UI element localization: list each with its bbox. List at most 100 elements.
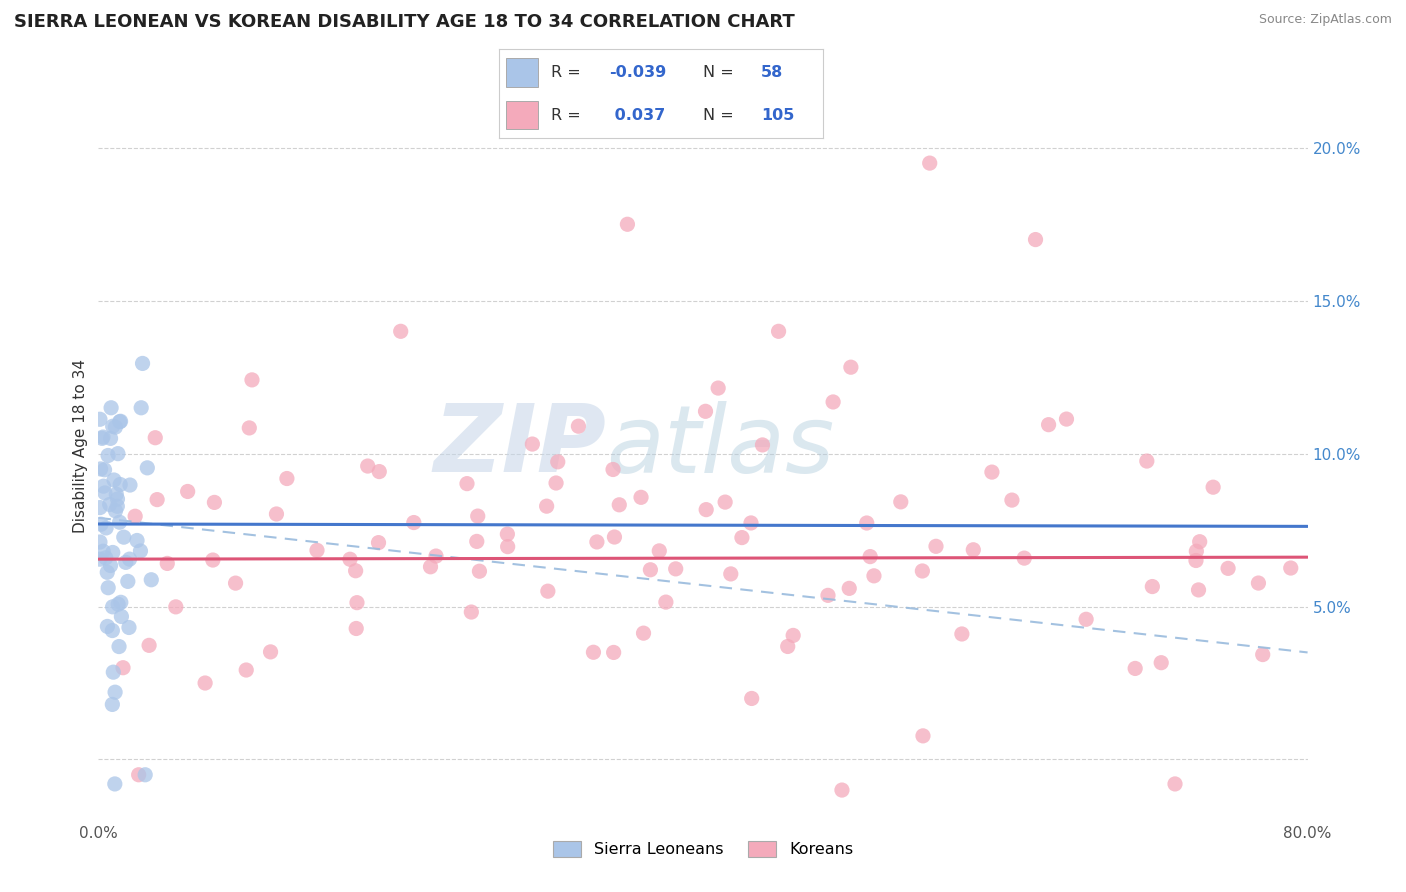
Point	[305, 543, 328, 558]
Point	[125, 533, 148, 548]
Point	[962, 542, 984, 557]
Point	[129, 544, 152, 558]
Point	[110, 595, 132, 609]
Point	[107, 447, 129, 461]
Point	[536, 499, 558, 513]
Point	[1188, 534, 1211, 549]
Point	[114, 555, 136, 569]
Point	[94, 550, 117, 565]
Point	[1123, 661, 1146, 675]
Point	[720, 566, 742, 581]
Point	[108, 515, 131, 529]
Point	[101, 545, 124, 559]
Point	[496, 527, 519, 541]
Text: atlas: atlas	[606, 401, 835, 491]
Text: 58: 58	[761, 65, 783, 79]
Point	[259, 645, 281, 659]
Point	[368, 465, 391, 479]
Point	[751, 438, 773, 452]
Point	[128, 768, 150, 782]
Point	[100, 431, 122, 445]
Point	[101, 419, 124, 434]
Point	[1136, 454, 1159, 468]
Point	[117, 574, 139, 589]
Point	[918, 156, 941, 170]
Point	[389, 324, 412, 338]
Point	[103, 665, 125, 680]
Point	[91, 544, 114, 558]
Point	[104, 777, 127, 791]
Point	[339, 552, 361, 566]
Point	[107, 597, 129, 611]
Point	[616, 217, 638, 231]
Point	[1150, 656, 1173, 670]
Point	[176, 484, 198, 499]
Point	[630, 491, 652, 505]
Point	[537, 584, 560, 599]
Point	[134, 768, 156, 782]
Point	[129, 401, 152, 415]
Legend: Sierra Leoneans, Koreans: Sierra Leoneans, Koreans	[544, 832, 862, 865]
Point	[118, 478, 141, 492]
Point	[547, 455, 569, 469]
Point	[98, 498, 121, 512]
Point	[1012, 551, 1035, 566]
Point	[425, 549, 447, 563]
Point	[344, 622, 367, 636]
Point	[460, 605, 482, 619]
Point	[101, 599, 124, 614]
Point	[105, 500, 128, 514]
Point	[104, 685, 127, 699]
Point	[90, 517, 112, 532]
Point	[1001, 493, 1024, 508]
Point	[131, 356, 153, 370]
Point	[855, 516, 877, 530]
Point	[202, 495, 225, 509]
Point	[863, 569, 886, 583]
Point	[91, 430, 114, 444]
Point	[911, 564, 934, 578]
Point	[225, 576, 247, 591]
Point	[695, 404, 717, 418]
Text: -0.039: -0.039	[609, 65, 666, 79]
Point	[655, 595, 678, 609]
Point	[1024, 233, 1046, 247]
Point	[911, 729, 934, 743]
Point	[1185, 544, 1208, 558]
Point	[582, 645, 605, 659]
Point	[465, 534, 488, 549]
Point	[607, 498, 630, 512]
Y-axis label: Disability Age 18 to 34: Disability Age 18 to 34	[73, 359, 89, 533]
Text: ZIP: ZIP	[433, 400, 606, 492]
Point	[980, 465, 1002, 479]
Bar	[506, 101, 538, 129]
Point	[101, 624, 124, 638]
Point	[104, 504, 127, 518]
Point	[1202, 480, 1225, 494]
Point	[93, 463, 115, 477]
Point	[238, 421, 260, 435]
Point	[467, 509, 489, 524]
Point	[94, 521, 117, 535]
Point	[91, 431, 114, 445]
Point	[89, 552, 111, 566]
Point	[823, 395, 845, 409]
Text: R =: R =	[551, 108, 586, 122]
Point	[1247, 576, 1270, 591]
Point	[1279, 561, 1302, 575]
Point	[603, 530, 626, 544]
Point	[633, 626, 655, 640]
Point	[100, 558, 122, 573]
Point	[101, 698, 124, 712]
Point	[859, 549, 882, 564]
Point	[110, 477, 132, 491]
Text: 105: 105	[761, 108, 794, 122]
Point	[419, 559, 441, 574]
Text: Source: ZipAtlas.com: Source: ZipAtlas.com	[1258, 13, 1392, 27]
Point	[468, 564, 491, 578]
Point	[586, 535, 609, 549]
Point	[367, 535, 389, 549]
Point	[266, 507, 288, 521]
Point	[950, 627, 973, 641]
Point	[1164, 777, 1187, 791]
